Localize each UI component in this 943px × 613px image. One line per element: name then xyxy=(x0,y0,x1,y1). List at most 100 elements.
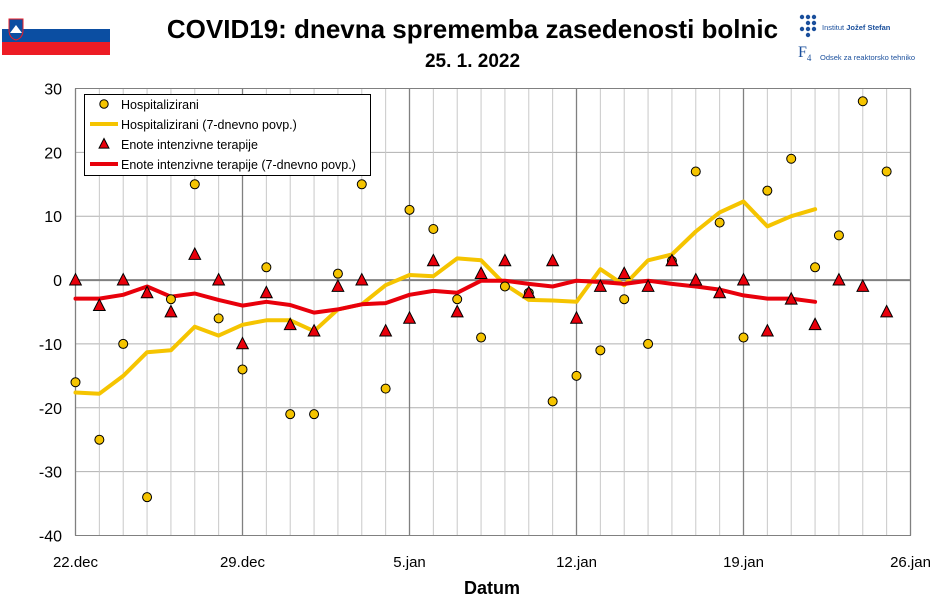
ijs-logo-text: Institut Jožef Stefan xyxy=(822,23,891,32)
flag-red-band xyxy=(2,42,110,55)
data-point-circle xyxy=(165,294,176,305)
legend-label: Hospitalizirani xyxy=(121,98,199,112)
x-tick-label: 5.jan xyxy=(393,554,426,571)
data-point-triangle xyxy=(355,272,369,286)
data-point-circle xyxy=(309,409,320,420)
data-point-circle xyxy=(118,338,129,349)
chart-title: COVID19: dnevna sprememba zasedenosti bo… xyxy=(166,14,779,44)
data-point-triangle xyxy=(522,285,536,299)
data-point-triangle xyxy=(140,285,154,299)
data-point-triangle xyxy=(712,285,727,299)
x-tick-label: 22.dec xyxy=(53,554,99,571)
data-point-circle xyxy=(619,294,630,305)
data-point-triangle xyxy=(378,323,393,337)
x-tick-label: 29.dec xyxy=(220,554,266,571)
data-point-triangle xyxy=(617,266,631,280)
y-tick-label: 10 xyxy=(44,209,62,226)
data-point-triangle xyxy=(116,272,130,286)
data-point-circle xyxy=(476,332,487,343)
chart-subtitle: 25. 1. 2022 xyxy=(424,51,521,72)
data-point-triangle xyxy=(92,298,107,311)
ijs-logo: Institut Jožef Stefan xyxy=(798,13,938,39)
data-point-triangle xyxy=(689,272,703,286)
data-point-triangle xyxy=(641,278,655,292)
y-tick-labels: 30 20 10 0 -10 -20 -30 -40 xyxy=(39,82,62,546)
data-point-circle xyxy=(452,294,463,305)
data-point-circle xyxy=(714,217,725,228)
data-point-triangle xyxy=(402,310,417,324)
data-point-triangle xyxy=(68,272,83,286)
data-point-triangle xyxy=(569,310,584,324)
f4-logo-text: Odsek za reaktorsko tehniko xyxy=(820,53,916,62)
data-point-circle xyxy=(261,262,272,273)
legend-item: Enote intenzivne terapije (7-dnevno povp… xyxy=(90,158,356,172)
data-point-triangle xyxy=(426,253,441,267)
legend-item: Hospitalizirani (7-dnevno povp.) xyxy=(90,118,297,132)
data-point-circle xyxy=(189,179,200,190)
series-line xyxy=(73,199,818,396)
data-point-circle xyxy=(332,268,343,279)
data-point-circle xyxy=(380,383,391,394)
data-point-circle xyxy=(810,262,821,273)
data-point-triangle xyxy=(307,323,321,337)
series-layer xyxy=(68,96,894,503)
data-point-triangle xyxy=(188,246,202,260)
data-point-circle xyxy=(881,166,892,177)
y-tick-label: -20 xyxy=(39,401,62,418)
legend-label: Enote intenzivne terapije xyxy=(121,138,258,152)
legend-swatch-triangle xyxy=(98,137,110,149)
data-point-triangle xyxy=(259,285,274,299)
legend-box xyxy=(84,94,371,176)
data-point-triangle xyxy=(856,278,870,292)
data-point-triangle xyxy=(760,323,775,337)
f4-mark: F4 xyxy=(798,44,812,64)
data-point-circle xyxy=(690,166,701,177)
slovenia-flag-icon xyxy=(2,16,110,55)
data-point-triangle xyxy=(736,272,751,286)
data-point-triangle xyxy=(498,253,512,267)
data-point-triangle xyxy=(879,304,894,318)
data-point-circle xyxy=(237,364,248,375)
data-point-circle xyxy=(213,313,224,324)
x-tick-label: 12.jan xyxy=(556,554,597,571)
data-point-circle xyxy=(547,396,558,407)
data-point-triangle xyxy=(474,266,488,280)
data-point-circle xyxy=(595,345,606,356)
legend-label: Enote intenzivne terapije (7-dnevno povp… xyxy=(121,158,356,172)
data-point-triangle xyxy=(593,278,608,292)
legend-item: Enote intenzivne terapije xyxy=(98,137,258,152)
data-point-triangle xyxy=(450,304,464,318)
data-point-circle xyxy=(857,96,868,107)
data-point-triangle xyxy=(808,317,822,331)
legend-label: Hospitalizirani (7-dnevno povp.) xyxy=(121,118,297,132)
data-point-triangle xyxy=(545,253,560,267)
y-tick-label: -10 xyxy=(39,337,62,354)
data-point-circle xyxy=(762,185,773,196)
data-point-triangle xyxy=(164,304,178,318)
data-point-triangle xyxy=(331,278,345,292)
y-tick-label: -30 xyxy=(39,465,62,482)
data-point-triangle xyxy=(784,291,798,305)
data-point-circle xyxy=(70,377,81,388)
series-line xyxy=(73,278,818,315)
legend-item: Hospitalizirani xyxy=(99,98,199,112)
data-point-circle xyxy=(94,434,105,445)
legend-swatch-circle xyxy=(99,99,109,109)
flag-white-band xyxy=(2,16,110,29)
series-3 xyxy=(73,278,818,315)
data-point-circle xyxy=(142,492,153,503)
data-point-circle xyxy=(404,204,415,215)
x-tick-label: 26.jan xyxy=(890,554,931,571)
plot-border xyxy=(75,88,911,536)
y-tick-label: 30 xyxy=(44,82,62,99)
data-point-triangle xyxy=(283,317,297,331)
legend: Hospitalizirani Hospitalizirani (7-dnevno… xyxy=(84,94,371,176)
data-point-circle xyxy=(571,370,582,381)
x-tick-label: 19.jan xyxy=(723,554,764,571)
y-tick-label: 0 xyxy=(53,273,62,290)
x-axis-label: Datum xyxy=(464,578,520,598)
flag-mountain xyxy=(10,25,22,33)
data-point-triangle xyxy=(211,272,226,286)
flag-blue-band xyxy=(2,29,110,42)
